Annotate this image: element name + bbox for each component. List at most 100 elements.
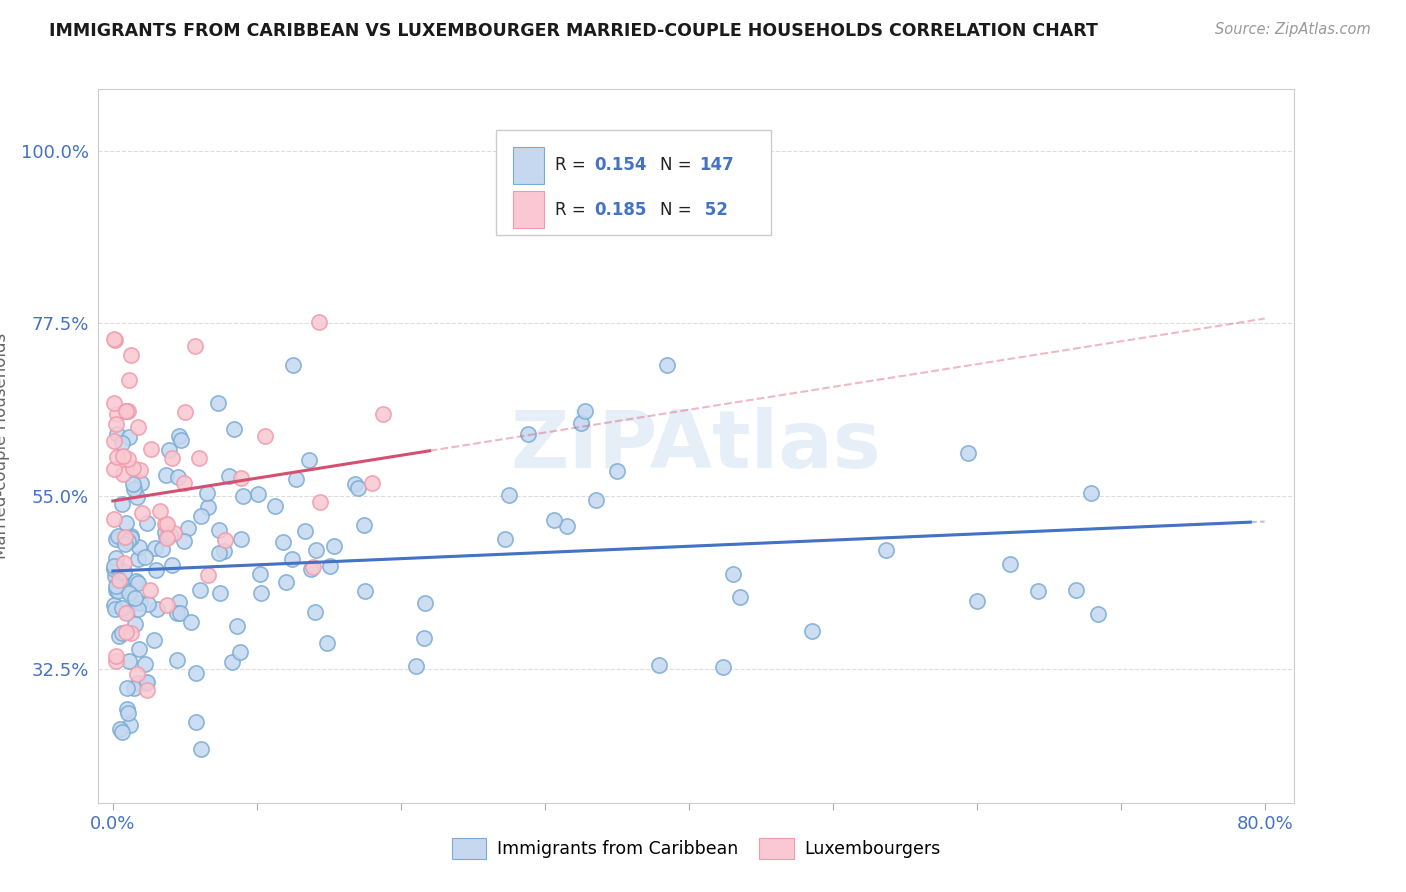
Point: [1028, 584, 1050, 599]
Point: [111, 435, 134, 450]
Point: [108, 629, 131, 643]
Y-axis label: Married-couple Households: Married-couple Households: [0, 333, 10, 559]
Point: [246, 487, 269, 501]
Point: [111, 467, 134, 482]
Point: [517, 427, 540, 442]
Point: [187, 450, 209, 465]
Point: [114, 530, 136, 544]
Point: [139, 582, 162, 597]
Point: [875, 543, 897, 558]
Point: [655, 359, 678, 373]
Point: [156, 531, 179, 545]
Point: [118, 373, 141, 387]
Point: [197, 568, 219, 582]
Point: [115, 516, 138, 530]
Point: [966, 594, 988, 608]
Point: [107, 560, 129, 574]
Point: [302, 559, 325, 574]
Point: [111, 626, 134, 640]
Point: [124, 681, 146, 696]
Point: [139, 442, 162, 456]
Point: [229, 644, 252, 658]
Point: [347, 481, 370, 495]
Point: [111, 497, 134, 511]
Point: [190, 509, 212, 524]
Point: [103, 462, 125, 476]
Point: [281, 359, 304, 373]
Point: [122, 477, 145, 491]
Point: [207, 396, 229, 410]
Point: [127, 576, 149, 591]
Point: [155, 530, 177, 544]
Point: [232, 490, 254, 504]
Point: [723, 567, 745, 582]
Point: [127, 602, 149, 616]
FancyBboxPatch shape: [513, 147, 544, 184]
Point: [166, 653, 188, 667]
Text: Source: ZipAtlas.com: Source: ZipAtlas.com: [1215, 22, 1371, 37]
FancyBboxPatch shape: [495, 130, 772, 235]
Point: [128, 642, 150, 657]
Point: [648, 658, 671, 673]
Point: [143, 541, 166, 555]
Point: [104, 579, 127, 593]
Point: [105, 417, 128, 431]
Point: [180, 615, 202, 629]
Point: [105, 654, 128, 668]
Point: [957, 446, 980, 460]
Text: N =: N =: [659, 156, 696, 174]
Point: [304, 543, 326, 558]
Point: [105, 583, 128, 598]
Text: 52: 52: [699, 201, 728, 219]
Point: [136, 598, 159, 612]
Point: [124, 591, 146, 605]
Point: [585, 493, 607, 508]
Point: [294, 524, 316, 538]
Point: [105, 407, 128, 421]
Text: N =: N =: [659, 201, 696, 219]
Point: [104, 569, 127, 583]
Point: [128, 596, 150, 610]
Point: [214, 533, 236, 547]
Point: [224, 422, 246, 436]
Point: [118, 718, 141, 732]
Point: [405, 659, 427, 673]
Point: [117, 404, 139, 418]
Point: [155, 516, 177, 531]
Point: [111, 450, 134, 464]
Point: [316, 636, 339, 650]
Text: 0.154: 0.154: [595, 156, 647, 174]
Point: [142, 632, 165, 647]
Point: [197, 500, 219, 514]
Point: [115, 681, 138, 695]
Point: [134, 549, 156, 564]
Point: [127, 675, 149, 690]
Point: [117, 452, 139, 467]
Point: [103, 332, 125, 346]
Point: [169, 606, 191, 620]
Point: [354, 584, 377, 599]
Point: [285, 471, 308, 485]
Point: [150, 542, 173, 557]
Point: [118, 430, 141, 444]
Point: [360, 475, 382, 490]
Point: [105, 450, 128, 464]
Point: [103, 512, 125, 526]
Point: [413, 596, 436, 610]
Point: [173, 533, 195, 548]
Point: [371, 407, 394, 421]
Point: [103, 598, 125, 612]
Point: [129, 463, 152, 477]
Point: [209, 585, 232, 599]
Point: [323, 539, 346, 553]
Point: [1000, 557, 1022, 571]
Point: [108, 573, 131, 587]
Point: [135, 516, 157, 530]
Point: [117, 584, 139, 599]
Point: [184, 665, 207, 680]
Point: [166, 606, 188, 620]
Point: [249, 567, 271, 582]
Point: [308, 315, 330, 329]
Point: [105, 551, 128, 566]
Point: [115, 404, 138, 418]
